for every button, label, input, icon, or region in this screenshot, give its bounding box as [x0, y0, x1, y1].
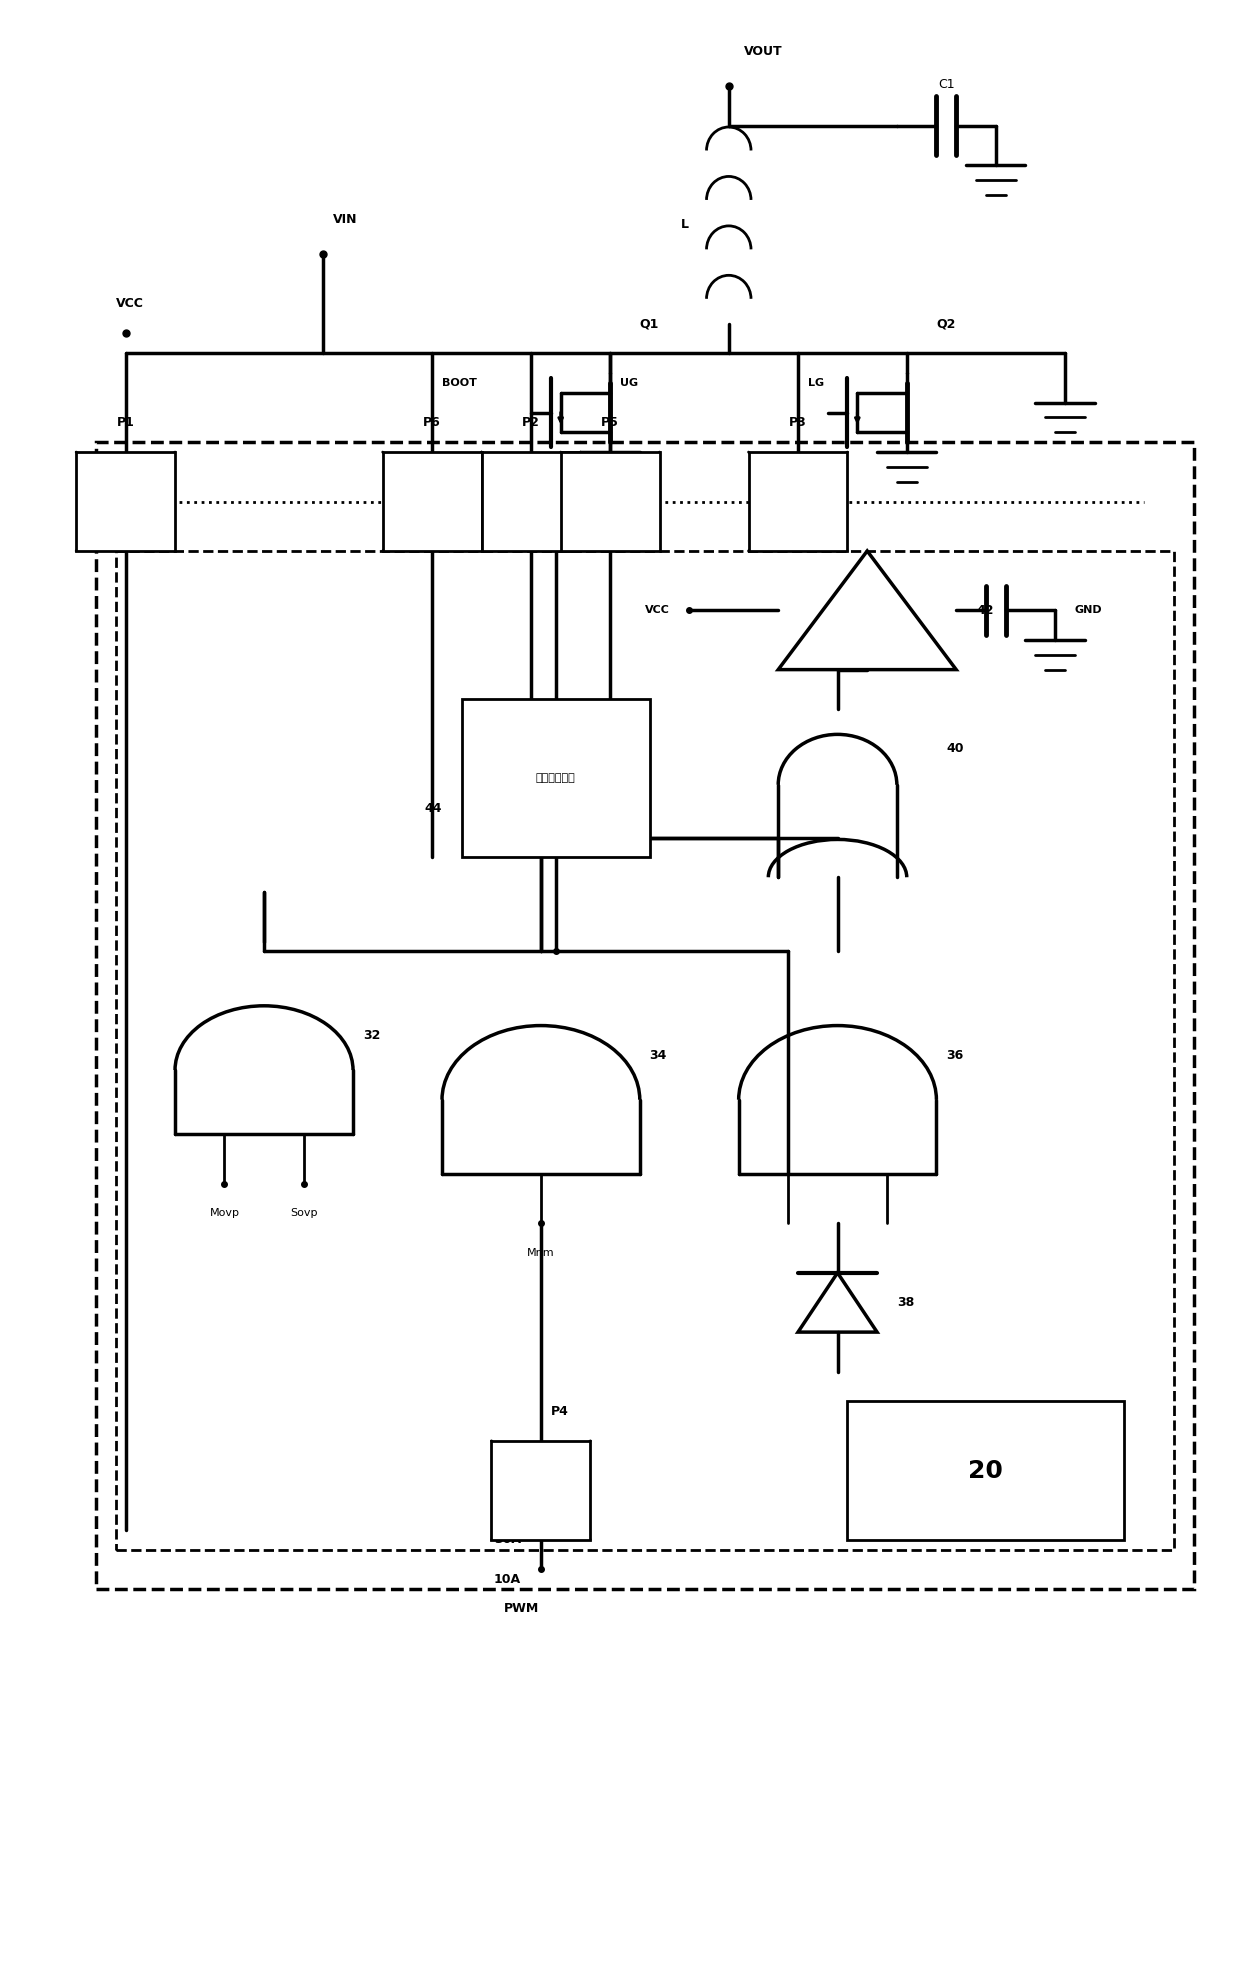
Text: 42: 42 [976, 605, 993, 617]
Text: PWM: PWM [503, 1603, 538, 1616]
Text: Sovp: Sovp [290, 1209, 317, 1219]
Text: 34: 34 [650, 1049, 667, 1061]
Text: P2: P2 [522, 415, 539, 429]
FancyBboxPatch shape [847, 1401, 1125, 1539]
Text: Mnm: Mnm [527, 1249, 554, 1259]
Text: P6: P6 [423, 415, 441, 429]
Text: L: L [681, 217, 689, 231]
Text: Q2: Q2 [936, 316, 956, 330]
Text: Movp: Movp [210, 1209, 239, 1219]
Text: P5: P5 [601, 415, 619, 429]
FancyBboxPatch shape [560, 453, 660, 551]
Text: 10A: 10A [494, 1573, 521, 1587]
FancyBboxPatch shape [749, 453, 847, 551]
Text: VCC: VCC [645, 605, 670, 615]
Text: P4: P4 [551, 1405, 569, 1417]
Text: 44: 44 [424, 802, 441, 814]
Text: VOUT: VOUT [744, 45, 782, 57]
Text: 电平偏移电路: 电平偏移电路 [536, 773, 575, 782]
FancyBboxPatch shape [383, 453, 481, 551]
Text: LG: LG [808, 377, 825, 387]
FancyBboxPatch shape [491, 1441, 590, 1539]
Text: 38: 38 [897, 1296, 914, 1308]
Text: VCC: VCC [115, 296, 144, 310]
Text: UG: UG [620, 377, 639, 387]
Text: VIN: VIN [334, 213, 358, 225]
Text: C1: C1 [937, 79, 955, 91]
FancyBboxPatch shape [76, 453, 175, 551]
Text: BOOT: BOOT [441, 377, 477, 387]
Text: 32: 32 [363, 1029, 381, 1041]
FancyBboxPatch shape [481, 453, 580, 551]
FancyBboxPatch shape [461, 700, 650, 858]
Text: 20: 20 [968, 1458, 1003, 1482]
Text: GND: GND [1075, 605, 1102, 615]
Text: P3: P3 [789, 415, 807, 429]
Text: 40: 40 [946, 743, 963, 755]
Text: P1: P1 [117, 415, 134, 429]
Text: 30A: 30A [494, 1533, 521, 1547]
Text: Q1: Q1 [640, 316, 660, 330]
Text: 36: 36 [946, 1049, 963, 1061]
